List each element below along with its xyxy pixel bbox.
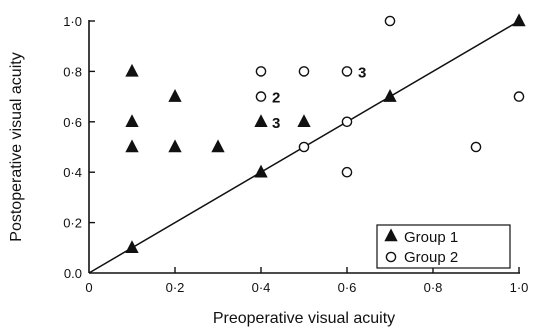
group1-point (254, 164, 268, 178)
group2-point (298, 141, 310, 153)
y-tick-label: 0·2 (63, 216, 82, 231)
y-tick-label: 0·4 (63, 165, 82, 180)
group1-point (125, 63, 139, 77)
group1-point (383, 89, 397, 102)
group1-point (211, 139, 225, 153)
y-tick-label: 1·0 (63, 14, 82, 29)
group2-point (298, 66, 310, 77)
group1-point (254, 114, 268, 128)
x-axis-title: Preoperative visual acuity (213, 310, 395, 327)
x-tick-label: 0·8 (424, 280, 443, 295)
x-tick-label: 1·0 (510, 280, 529, 295)
legend-label-group-2: Group 2 (404, 249, 458, 266)
legend-box (376, 224, 511, 269)
group2-point (384, 15, 396, 27)
point-count-label: 3 (358, 64, 366, 81)
legend-circle-icon (385, 251, 397, 263)
x-tick-label: 0·2 (166, 280, 185, 295)
group1-point (125, 114, 139, 128)
group1-point (125, 139, 139, 153)
group2-point (341, 66, 353, 77)
points-layer (125, 13, 526, 254)
legend-triangle-icon (384, 228, 398, 242)
group2-point (513, 91, 525, 102)
group2-point (341, 166, 353, 178)
group1-point (168, 89, 182, 102)
y-tick-label: 0.0 (64, 266, 82, 281)
annotations-layer: 3 2 3 (272, 64, 366, 131)
group1-point (512, 13, 526, 27)
group1-point (297, 114, 311, 128)
group2-point (470, 141, 482, 153)
group1-point (125, 240, 139, 254)
group2-point (255, 91, 267, 102)
y-axis-title: Postoperative visual acuity (8, 52, 25, 241)
legend-label-group-1: Group 1 (404, 229, 458, 246)
group2-point (341, 116, 353, 128)
x-tick-label: 0·6 (338, 280, 357, 295)
y-tick-label: 0·8 (63, 64, 82, 79)
y-tick-label: 0·6 (63, 115, 82, 130)
group2-point (255, 66, 267, 77)
point-count-label: 2 (272, 90, 280, 107)
group1-point (168, 139, 182, 153)
x-tick-label: 0·4 (252, 280, 271, 295)
legend: Group 1 Group 2 (376, 224, 511, 269)
axes: 00.0 0·2 0·2 0·4 0·4 0·6 0·6 0·8 0·8 1·0 1·0 Preope… (8, 14, 528, 327)
point-count-label: 3 (272, 115, 280, 132)
x-tick-label: 0 (85, 280, 92, 295)
